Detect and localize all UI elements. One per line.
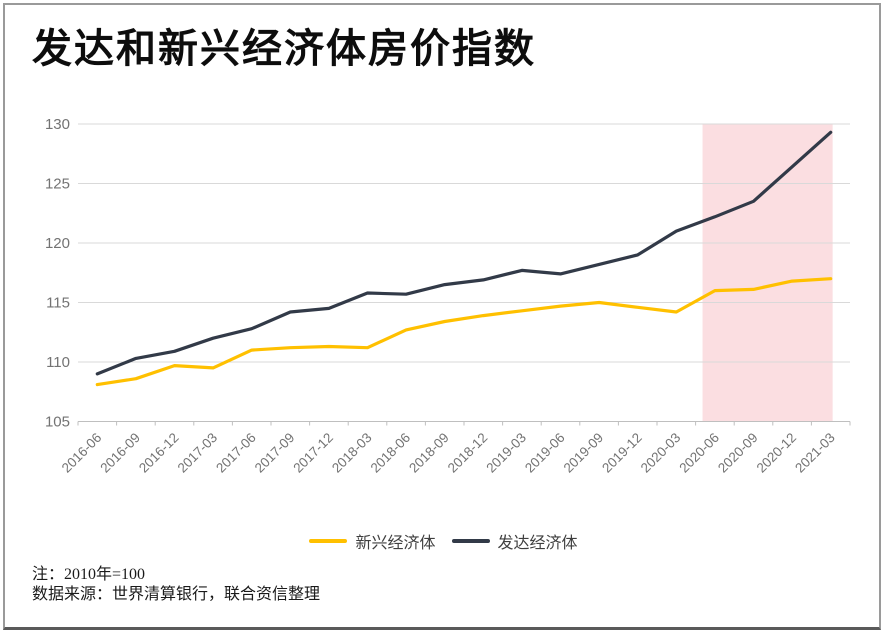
x-tick-label: 2020-09 <box>715 430 761 476</box>
developed-line-swatch-icon <box>451 539 490 543</box>
highlight-region <box>702 124 833 422</box>
legend-label-developed: 发达经济体 <box>497 535 578 552</box>
y-tick-label: 120 <box>45 235 70 252</box>
x-tick-label: 2016-09 <box>97 430 143 476</box>
y-tick-label: 105 <box>45 414 70 431</box>
x-tick-label: 2018-09 <box>406 430 452 476</box>
chart-title: 发达和新兴经济体房价指数 <box>32 27 536 71</box>
series-line-0 <box>95 277 833 387</box>
x-tick-label: 2017-03 <box>175 430 221 476</box>
x-tick-label: 2020-12 <box>754 430 800 476</box>
series-line-1 <box>95 130 833 376</box>
x-tick-label: 2016-06 <box>59 430 105 476</box>
x-tick-label: 2019-12 <box>599 430 645 476</box>
y-tick-label: 115 <box>46 295 70 312</box>
x-tick-label: 2019-09 <box>561 430 607 476</box>
legend: 新兴经济体 发达经济体 <box>0 529 887 553</box>
footer-note: 注：2010年=100 <box>32 566 146 583</box>
y-tick-label: 110 <box>46 354 70 371</box>
x-tick-label: 2019-06 <box>522 430 568 476</box>
footer-source: 数据来源：世界清算银行，联合资信整理 <box>32 586 321 603</box>
emerging-line-swatch-icon <box>309 539 348 543</box>
y-tick-label: 130 <box>45 116 70 133</box>
x-tick-label: 2020-06 <box>676 430 722 476</box>
x-tick-label: 2017-06 <box>213 430 259 476</box>
legend-item-developed: 发达经济体 <box>451 529 578 553</box>
x-tick-label: 2016-12 <box>136 430 182 476</box>
x-tick-label: 2021-03 <box>792 430 838 476</box>
y-tick-label: 125 <box>45 176 70 193</box>
legend-item-emerging: 新兴经济体 <box>309 529 436 553</box>
x-tick-label: 2018-03 <box>329 430 375 476</box>
legend-label-emerging: 新兴经济体 <box>355 535 436 552</box>
x-tick-label: 2018-06 <box>368 430 414 476</box>
x-tick-label: 2019-03 <box>483 430 529 476</box>
x-tick-label: 2017-09 <box>252 430 298 476</box>
x-tick-label: 2018-12 <box>445 430 491 476</box>
x-tick-label: 2017-12 <box>290 430 336 476</box>
x-tick-label: 2020-03 <box>638 430 684 476</box>
chart-footer: 注：2010年=100 数据来源：世界清算银行，联合资信整理 <box>32 565 320 605</box>
